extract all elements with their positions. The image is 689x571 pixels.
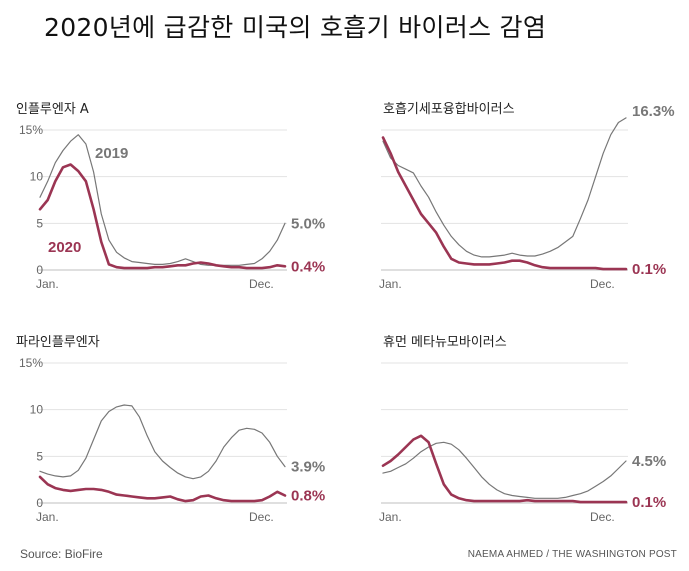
x-tick-label: Jan. — [36, 277, 59, 291]
series-line-2020 — [381, 136, 628, 271]
y-tick-label: 10 — [30, 170, 44, 184]
x-tick-label: Jan. — [379, 510, 402, 524]
y-tick-label: 0 — [36, 496, 43, 510]
chart-title: 호흡기세포융합바이러스 — [383, 102, 515, 117]
end-label-2019: 5.0% — [291, 215, 325, 232]
y-tick-label: 0 — [36, 263, 43, 277]
chart-panel-2: 호흡기세포융합바이러스 Jan. Dec. 16.3% 0.1% — [379, 102, 675, 291]
main-title: 2020년에 급감한 미국의 호흡기 바이러스 감염 — [44, 13, 547, 42]
end-label-2019: 3.9% — [291, 459, 325, 476]
y-tick-label: 5 — [36, 216, 43, 230]
x-tick-label: Dec. — [590, 277, 615, 291]
chart-title: 인플루엔자 A — [16, 102, 89, 117]
y-tick-label: 10 — [30, 403, 44, 417]
chart-panel-4: 휴먼 메타뉴모바이러스 Jan. Dec. 4.5% 0.1% — [379, 335, 666, 524]
x-tick-label: Dec. — [249, 510, 274, 524]
y-tick-label: 15% — [19, 356, 43, 370]
end-label-2020: 0.1% — [632, 261, 666, 278]
x-tick-label: Dec. — [590, 510, 615, 524]
series-line-2020 — [381, 434, 628, 504]
x-tick-label: Jan. — [36, 510, 59, 524]
x-tick-label: Jan. — [379, 277, 402, 291]
y-tick-label: 15% — [19, 123, 43, 137]
end-label-2020: 0.8% — [291, 488, 325, 505]
y-tick-label: 5 — [36, 449, 43, 463]
end-label-2019: 16.3% — [632, 103, 675, 120]
series-line-2020 — [38, 163, 287, 270]
credit-note: NAEMA AHMED / THE WASHINGTON POST — [467, 549, 677, 560]
series-line-2019 — [39, 404, 286, 480]
end-label-2020: 0.1% — [632, 494, 666, 511]
chart-title: 휴먼 메타뉴모바이러스 — [383, 335, 507, 350]
series-line-2019 — [382, 117, 627, 258]
end-label-2019: 4.5% — [632, 453, 666, 470]
source-note: Source: BioFire — [20, 547, 103, 561]
series-label-2019: 2019 — [95, 145, 128, 162]
series-line-2020 — [38, 475, 287, 503]
chart-title: 파라인플루엔자 — [16, 335, 100, 350]
end-label-2020: 0.4% — [291, 258, 325, 275]
series-line-2019 — [39, 134, 286, 266]
series-label-2020: 2020 — [48, 239, 81, 256]
x-tick-label: Dec. — [249, 277, 274, 291]
series-line-2019 — [382, 441, 627, 499]
